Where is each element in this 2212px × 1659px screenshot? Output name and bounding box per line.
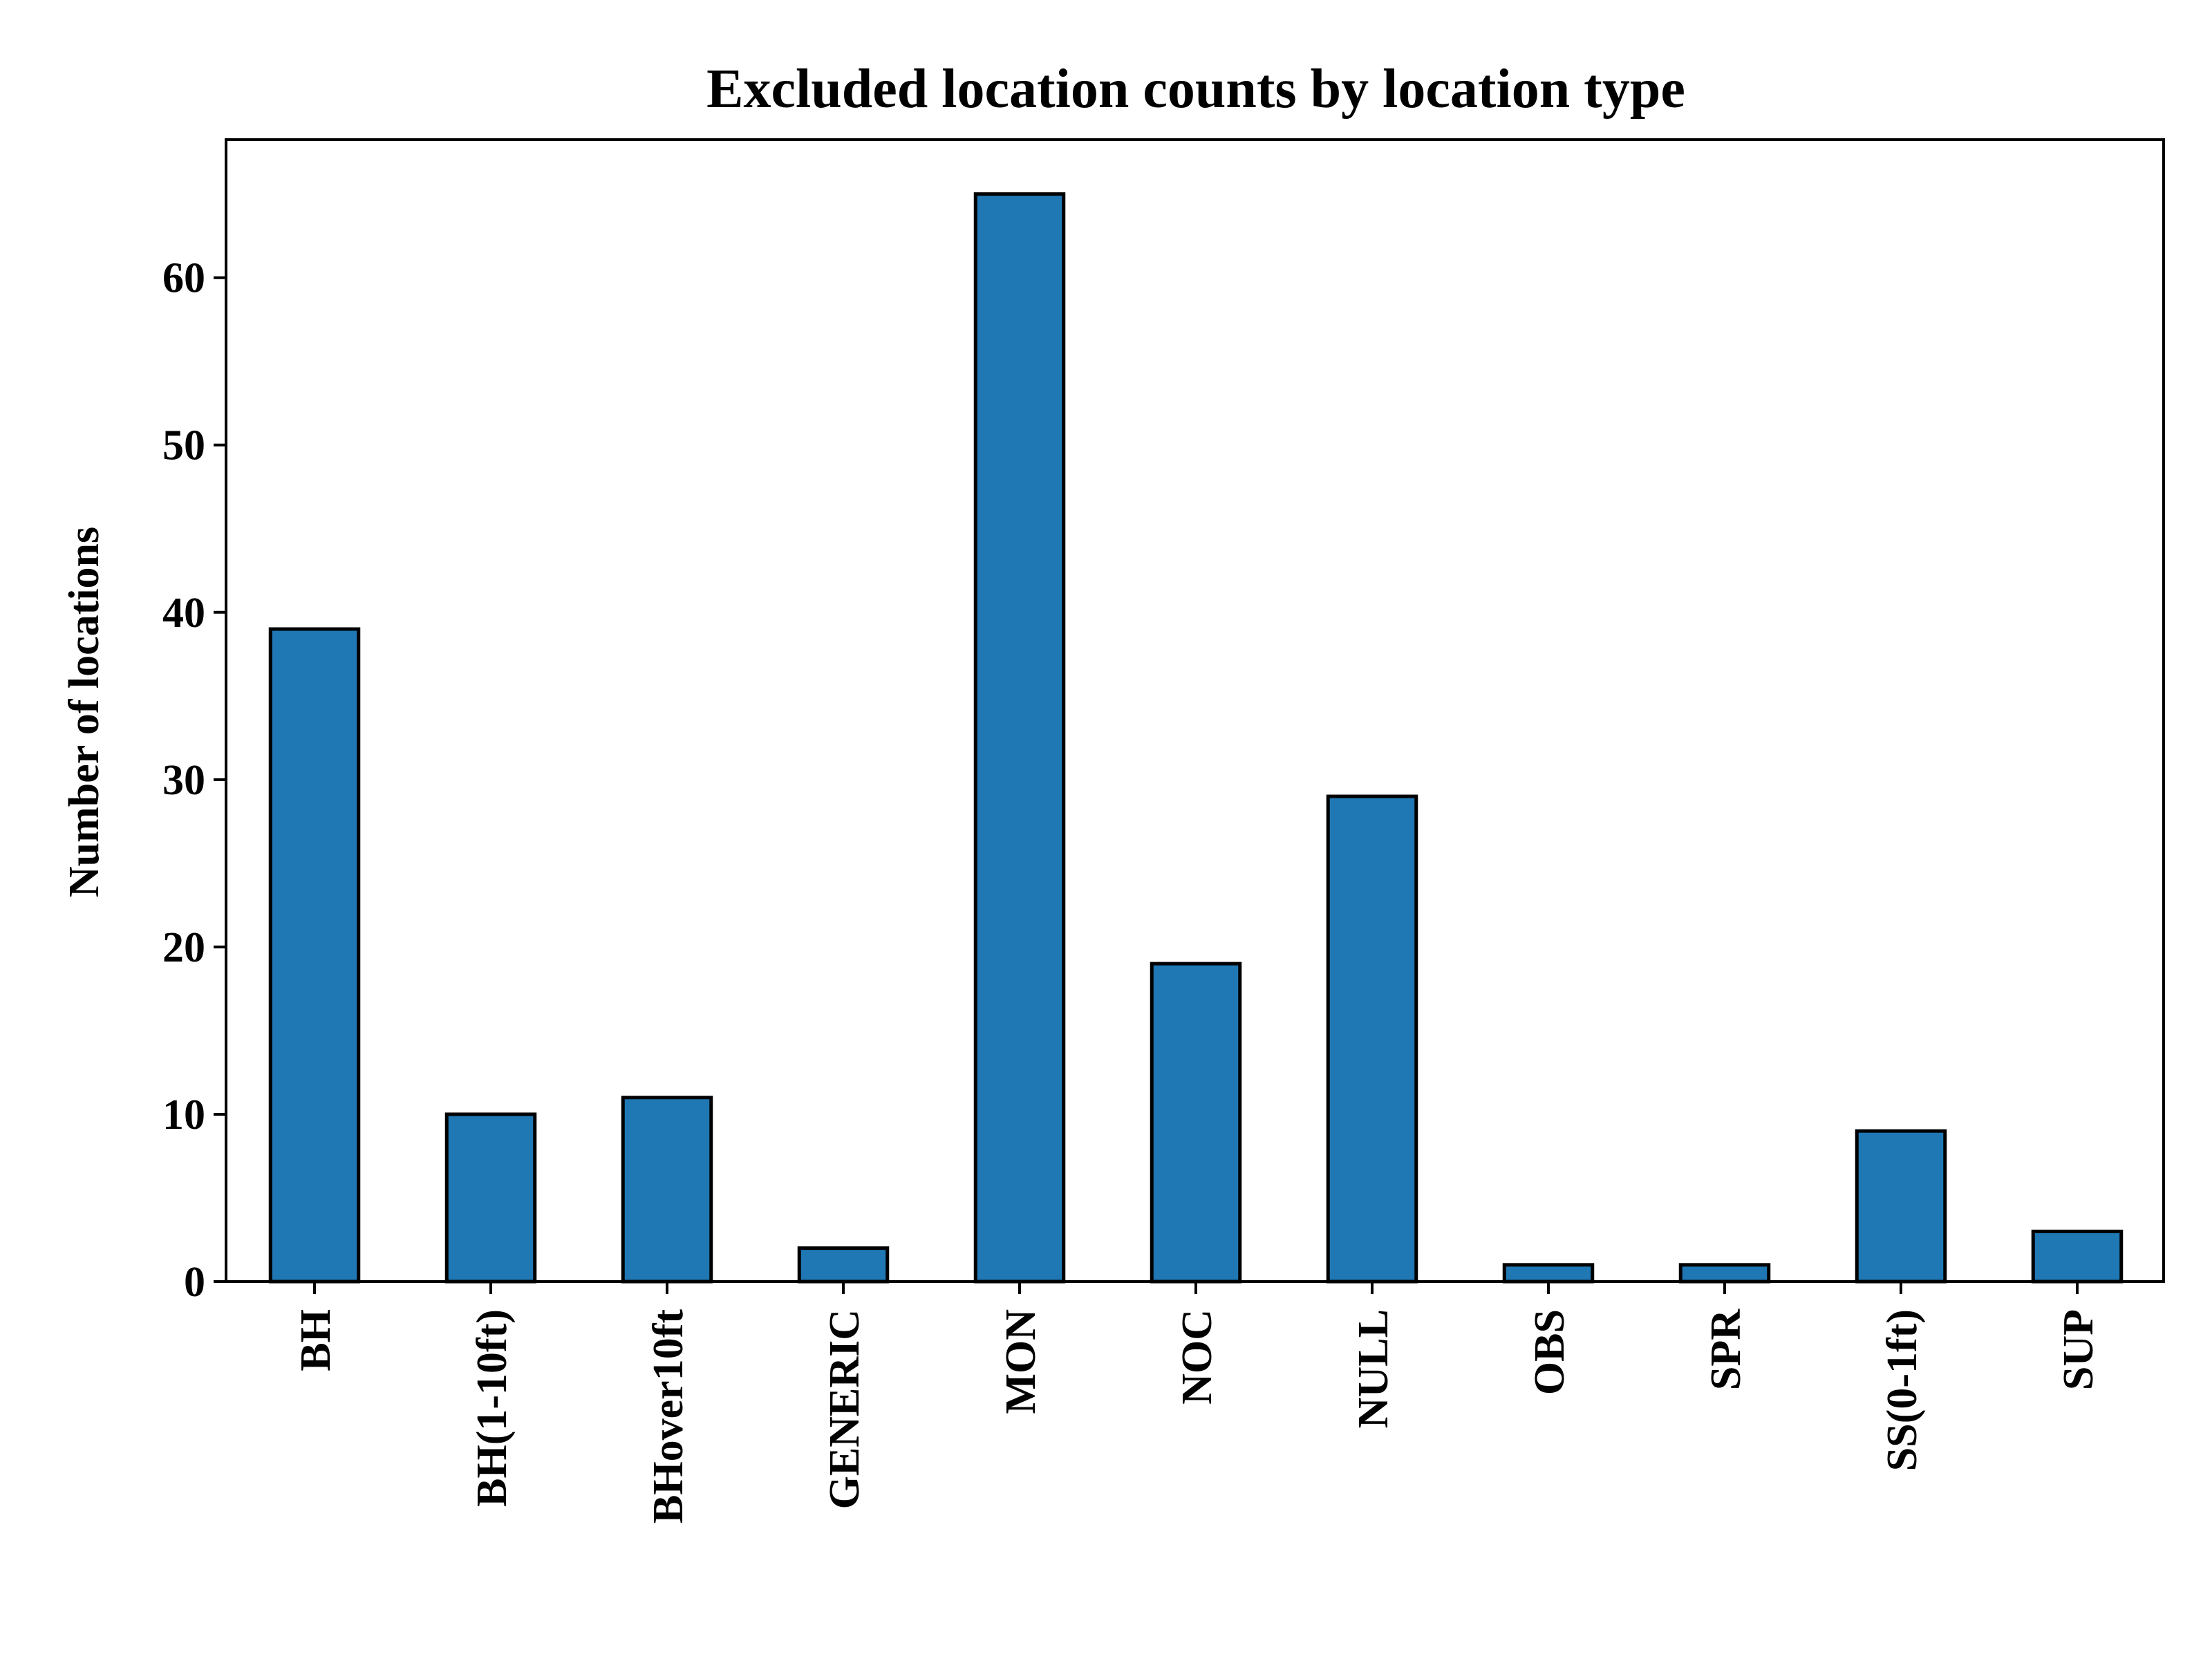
x-tick-label: BH(1-10ft) [469,1309,516,1507]
y-tick-label: 30 [162,757,205,804]
y-axis-label: Number of locations [61,527,108,897]
x-tick-label: NULL [1350,1309,1397,1428]
bar-bhover10ft [621,1096,713,1284]
x-tick-label: MON [997,1309,1044,1414]
y-tick-label: 50 [162,422,205,469]
bar-null [1326,794,1418,1284]
y-axis-ticks: 0 10 20 30 40 50 60 [162,255,226,1306]
x-tick-label: NOC [1174,1309,1221,1405]
bar-bh-1-10ft [444,1112,537,1284]
y-tick-label: 40 [162,590,205,637]
y-tick-label: 20 [162,924,205,971]
plot-frame [225,138,2165,1283]
x-tick-label: BHover10ft [645,1309,692,1524]
bar-bh [268,627,361,1284]
x-tick-label: SS(0-1ft) [1879,1309,1926,1471]
bar-spr [1678,1263,1771,1284]
bar-obs [1502,1263,1595,1284]
bar-ss-0-1ft [1855,1129,1947,1284]
x-tick-label: SUP [2055,1309,2102,1390]
y-tick-label: 0 [184,1259,205,1306]
y-tick-label: 60 [162,255,205,302]
x-tick-label: BH [292,1309,339,1371]
x-tick-label: GENERIC [821,1309,868,1509]
bars-group [268,192,2124,1284]
bar-mon [973,192,1066,1284]
x-tick-label: SPR [1703,1309,1750,1390]
chart-title: Excluded location counts by location typ… [706,59,1685,120]
bar-sup [2031,1229,2124,1284]
x-tick-label: OBS [1526,1309,1573,1395]
bar-noc [1150,962,1242,1284]
y-tick-label: 10 [162,1091,205,1138]
x-axis-ticks: BH BH(1-10ft) BHover10ft GENERIC MON NOC NULL O… [292,1282,2102,1524]
bar-generic [797,1246,890,1284]
